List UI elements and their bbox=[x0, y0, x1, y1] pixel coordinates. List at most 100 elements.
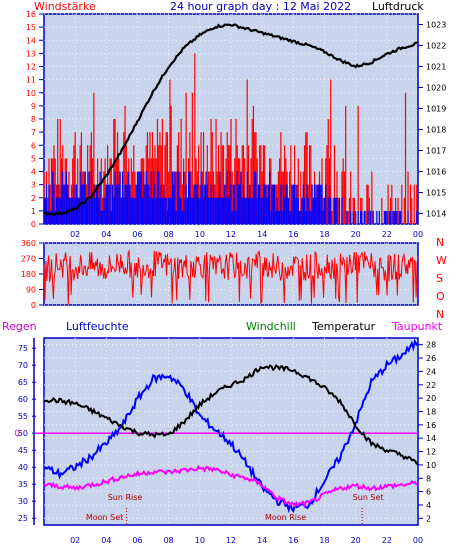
moonset-label: Moon Set bbox=[86, 513, 123, 522]
time-tick-label: 10 bbox=[195, 230, 205, 239]
pressure-line bbox=[43, 23, 419, 217]
temperature-tick-label: 14 bbox=[426, 434, 436, 443]
windspeed-tick-label: 15 bbox=[26, 23, 36, 32]
time-tick-label: 14 bbox=[257, 536, 267, 545]
p3-plot-area bbox=[43, 337, 419, 526]
direction-tick-label: 90 bbox=[26, 286, 36, 295]
time-tick-label: 02 bbox=[70, 536, 80, 545]
wind-direction-line bbox=[43, 249, 419, 305]
pressure-tick-label: 1014 bbox=[426, 210, 446, 219]
time-tick-label: 18 bbox=[319, 536, 329, 545]
pressure-tick-label: 1018 bbox=[426, 126, 446, 135]
humidity-line bbox=[43, 338, 419, 514]
temperature-tick-label: 18 bbox=[426, 407, 436, 416]
time-tick-label: 12 bbox=[226, 230, 236, 239]
pressure-tick-label: 1023 bbox=[426, 21, 446, 30]
time-tick-label: 06 bbox=[132, 230, 142, 239]
sunrise-label: Sun Rise bbox=[108, 493, 143, 502]
time-tick-label: 22 bbox=[382, 230, 392, 239]
humidity-tick-label: 45 bbox=[18, 446, 28, 455]
time-tick-label: 08 bbox=[164, 230, 174, 239]
rain-zero-label: 0 bbox=[14, 429, 20, 439]
temperature-tick-label: 28 bbox=[426, 341, 436, 350]
windspeed-tick-label: 9 bbox=[31, 102, 36, 111]
legend-regen: Regen bbox=[2, 320, 37, 333]
windspeed-tick-label: 14 bbox=[26, 36, 36, 45]
legend-taupunkt: Taupunkt bbox=[391, 320, 443, 333]
time-tick-label: 12 bbox=[226, 536, 236, 545]
windspeed-tick-label: 4 bbox=[31, 168, 36, 177]
time-tick-label: 00 bbox=[413, 536, 423, 545]
time-tick-label: 20 bbox=[351, 230, 361, 239]
legend-windchill: Windchill bbox=[246, 320, 296, 333]
time-tick-label: 10 bbox=[195, 536, 205, 545]
time-tick-label: 16 bbox=[288, 230, 298, 239]
time-tick-label: 20 bbox=[351, 536, 361, 545]
moonrise-label: Moon Rise bbox=[265, 513, 306, 522]
direction-tick-label: 180 bbox=[21, 270, 36, 279]
temperature-tick-label: 24 bbox=[426, 367, 436, 376]
legend-luftfeuchte: Luftfeuchte bbox=[66, 320, 129, 333]
windspeed-tick-label: 13 bbox=[26, 49, 36, 58]
temperature-tick-label: 20 bbox=[426, 394, 436, 403]
temperature-humidity-panel: 2530354045505560657075246810121416182022… bbox=[14, 337, 436, 545]
wind-pressure-panel: 0123456789101112131415161014101510161017… bbox=[26, 10, 447, 239]
compass-label: N bbox=[436, 308, 444, 321]
windspeed-tick-label: 16 bbox=[26, 10, 36, 19]
temperature-tick-label: 2 bbox=[426, 514, 431, 523]
pressure-tick-label: 1019 bbox=[426, 105, 446, 114]
pressure-tick-label: 1020 bbox=[426, 84, 446, 93]
compass-label: O bbox=[436, 290, 445, 303]
compass-label: W bbox=[436, 254, 447, 267]
temperature-line bbox=[43, 364, 419, 466]
temperature-tick-label: 6 bbox=[426, 488, 431, 497]
windspeed-tick-label: 11 bbox=[26, 76, 36, 85]
temperature-tick-label: 16 bbox=[426, 421, 436, 430]
pressure-tick-label: 1017 bbox=[426, 147, 446, 156]
humidity-tick-label: 50 bbox=[18, 429, 28, 438]
windspeed-tick-label: 8 bbox=[31, 115, 36, 124]
time-tick-label: 08 bbox=[164, 536, 174, 545]
temperature-tick-label: 10 bbox=[426, 461, 436, 470]
temperature-tick-label: 26 bbox=[426, 354, 436, 363]
humidity-tick-label: 30 bbox=[18, 497, 28, 506]
humidity-tick-label: 65 bbox=[18, 378, 28, 387]
temperature-tick-label: 12 bbox=[426, 448, 436, 457]
windspeed-tick-label: 0 bbox=[31, 220, 36, 229]
time-tick-label: 06 bbox=[132, 536, 142, 545]
dewpoint-line bbox=[43, 464, 419, 509]
windspeed-tick-label: 3 bbox=[31, 181, 36, 190]
sunset-label: Sun Set bbox=[353, 493, 384, 502]
humidity-tick-label: 75 bbox=[18, 344, 28, 353]
windspeed-tick-label: 10 bbox=[26, 89, 36, 98]
chart-title: 24 hour graph day : 12 Mai 2022 bbox=[170, 0, 351, 13]
pressure-tick-label: 1022 bbox=[426, 42, 446, 51]
windspeed-tick-label: 7 bbox=[31, 128, 36, 137]
time-tick-label: 16 bbox=[288, 536, 298, 545]
windspeed-tick-label: 1 bbox=[31, 207, 36, 216]
compass-label: S bbox=[436, 272, 443, 285]
time-tick-label: 18 bbox=[319, 230, 329, 239]
windstaerke-label: Windstärke bbox=[34, 0, 96, 13]
luftdruck-label: Luftdruck bbox=[372, 0, 424, 13]
humidity-tick-label: 35 bbox=[18, 480, 28, 489]
windspeed-tick-label: 6 bbox=[31, 141, 36, 150]
humidity-tick-label: 25 bbox=[18, 514, 28, 523]
compass-label: N bbox=[436, 236, 444, 249]
time-tick-label: 22 bbox=[382, 536, 392, 545]
humidity-tick-label: 40 bbox=[18, 463, 28, 472]
windspeed-tick-label: 12 bbox=[26, 63, 36, 72]
direction-tick-label: 360 bbox=[21, 239, 36, 248]
pressure-tick-label: 1021 bbox=[426, 63, 446, 72]
humidity-tick-label: 60 bbox=[18, 395, 28, 404]
pressure-tick-label: 1015 bbox=[426, 189, 446, 198]
humidity-tick-label: 55 bbox=[18, 412, 28, 421]
pressure-tick-label: 1016 bbox=[426, 168, 446, 177]
time-tick-label: 02 bbox=[70, 230, 80, 239]
temperature-tick-label: 8 bbox=[426, 474, 431, 483]
time-tick-label: 00 bbox=[413, 230, 423, 239]
time-tick-label: 04 bbox=[101, 536, 111, 545]
windspeed-tick-label: 2 bbox=[31, 194, 36, 203]
